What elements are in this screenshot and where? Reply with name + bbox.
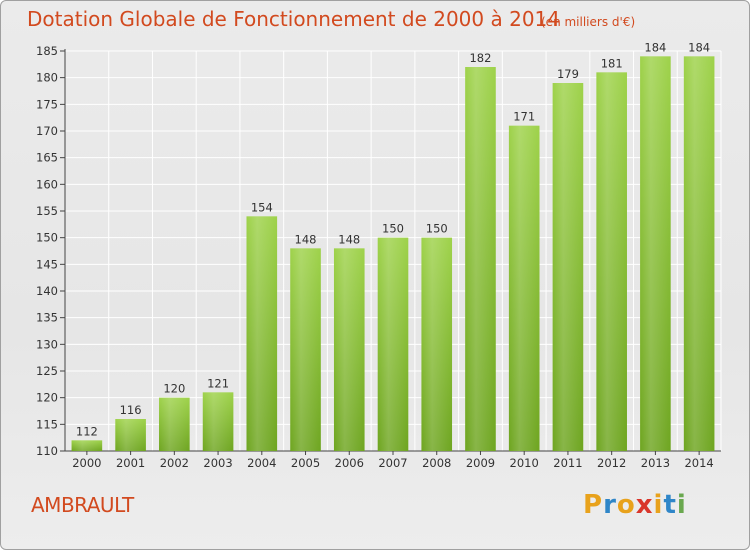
commune-name: AMBRAULT [31, 493, 134, 517]
bar-highlight [596, 72, 627, 451]
bar-highlight [683, 56, 715, 451]
data-label: 182 [469, 51, 491, 65]
y-tick-label: 135 [36, 311, 58, 325]
bar-highlight [159, 397, 190, 451]
x-tick-label: 2013 [641, 456, 670, 470]
y-tick-label: 120 [36, 391, 58, 405]
bar-highlight [290, 248, 321, 451]
data-label: 181 [601, 56, 623, 70]
bars [71, 56, 715, 452]
logo-letter: i [653, 490, 664, 520]
data-label: 179 [557, 67, 579, 81]
logo-letter: r [603, 490, 617, 520]
x-tick-label: 2014 [684, 456, 713, 470]
data-label: 148 [338, 232, 360, 246]
logo-letter: i [676, 490, 687, 520]
x-tick-label: 2010 [510, 456, 539, 470]
logo-letter: P [583, 490, 604, 520]
y-tick-label: 165 [36, 151, 58, 165]
bar-highlight [421, 237, 453, 451]
bar-highlight [202, 392, 234, 451]
y-tick-label: 115 [36, 417, 58, 431]
y-tick-label: 140 [36, 284, 58, 298]
y-tick-label: 145 [36, 257, 58, 271]
y-tick-label: 170 [36, 124, 58, 138]
logo-letter: t [663, 490, 677, 520]
logo-letter: x [635, 490, 654, 520]
x-tick-label: 2002 [160, 456, 189, 470]
x-tick-label: 2000 [72, 456, 101, 470]
y-tick-label: 175 [36, 97, 58, 111]
data-label: 184 [688, 40, 710, 54]
data-label: 148 [295, 232, 317, 246]
data-label: 150 [426, 222, 448, 236]
data-label: 171 [513, 110, 535, 124]
x-tick-label: 2012 [597, 456, 626, 470]
y-tick-label: 130 [36, 337, 58, 351]
bar-highlight [640, 56, 671, 451]
y-tick-label: 160 [36, 177, 58, 191]
chart-subtitle: (en milliers d'€) [541, 15, 636, 29]
x-tick-label: 2011 [553, 456, 582, 470]
x-tick-label: 2004 [247, 456, 276, 470]
x-tick-label: 2006 [335, 456, 364, 470]
data-label: 121 [207, 376, 229, 390]
bar-highlight [377, 237, 409, 451]
chart-title: Dotation Globale de Fonctionnement de 20… [27, 7, 560, 31]
data-label: 154 [251, 200, 273, 214]
x-tick-label: 2003 [203, 456, 232, 470]
x-tick-label: 2005 [291, 456, 320, 470]
data-label: 112 [76, 424, 98, 438]
x-tick-label: 2009 [466, 456, 495, 470]
y-tick-label: 125 [36, 364, 58, 378]
x-tick-label: 2008 [422, 456, 451, 470]
logo-letter: o [616, 490, 636, 520]
labels: 112 116 120 121 154 148 148 150 150 182 171 179 181 1… [76, 40, 710, 438]
x-tick-label: 2007 [378, 456, 407, 470]
y-tick-label: 155 [36, 204, 58, 218]
proxiti-logo: Proxiti [583, 490, 687, 520]
y-tick-label: 150 [36, 231, 58, 245]
bar-highlight [508, 125, 540, 452]
y-tick-label: 110 [36, 444, 58, 458]
y-tick-label: 185 [36, 44, 58, 58]
bar-highlight [71, 440, 103, 451]
data-label: 184 [644, 40, 666, 54]
bar-highlight [115, 419, 146, 451]
bar-highlight [465, 67, 496, 451]
y-tick-label: 180 [36, 71, 58, 85]
bar-highlight [333, 248, 365, 451]
data-label: 150 [382, 222, 404, 236]
x-tick-label: 2001 [116, 456, 145, 470]
axes: 110 115 120 125 130 135 140 145 150 155 160 165 170 1… [36, 44, 721, 470]
data-label: 120 [163, 382, 185, 396]
bar-highlight [552, 83, 584, 451]
bar-highlight [246, 216, 278, 451]
data-label: 116 [120, 403, 142, 417]
